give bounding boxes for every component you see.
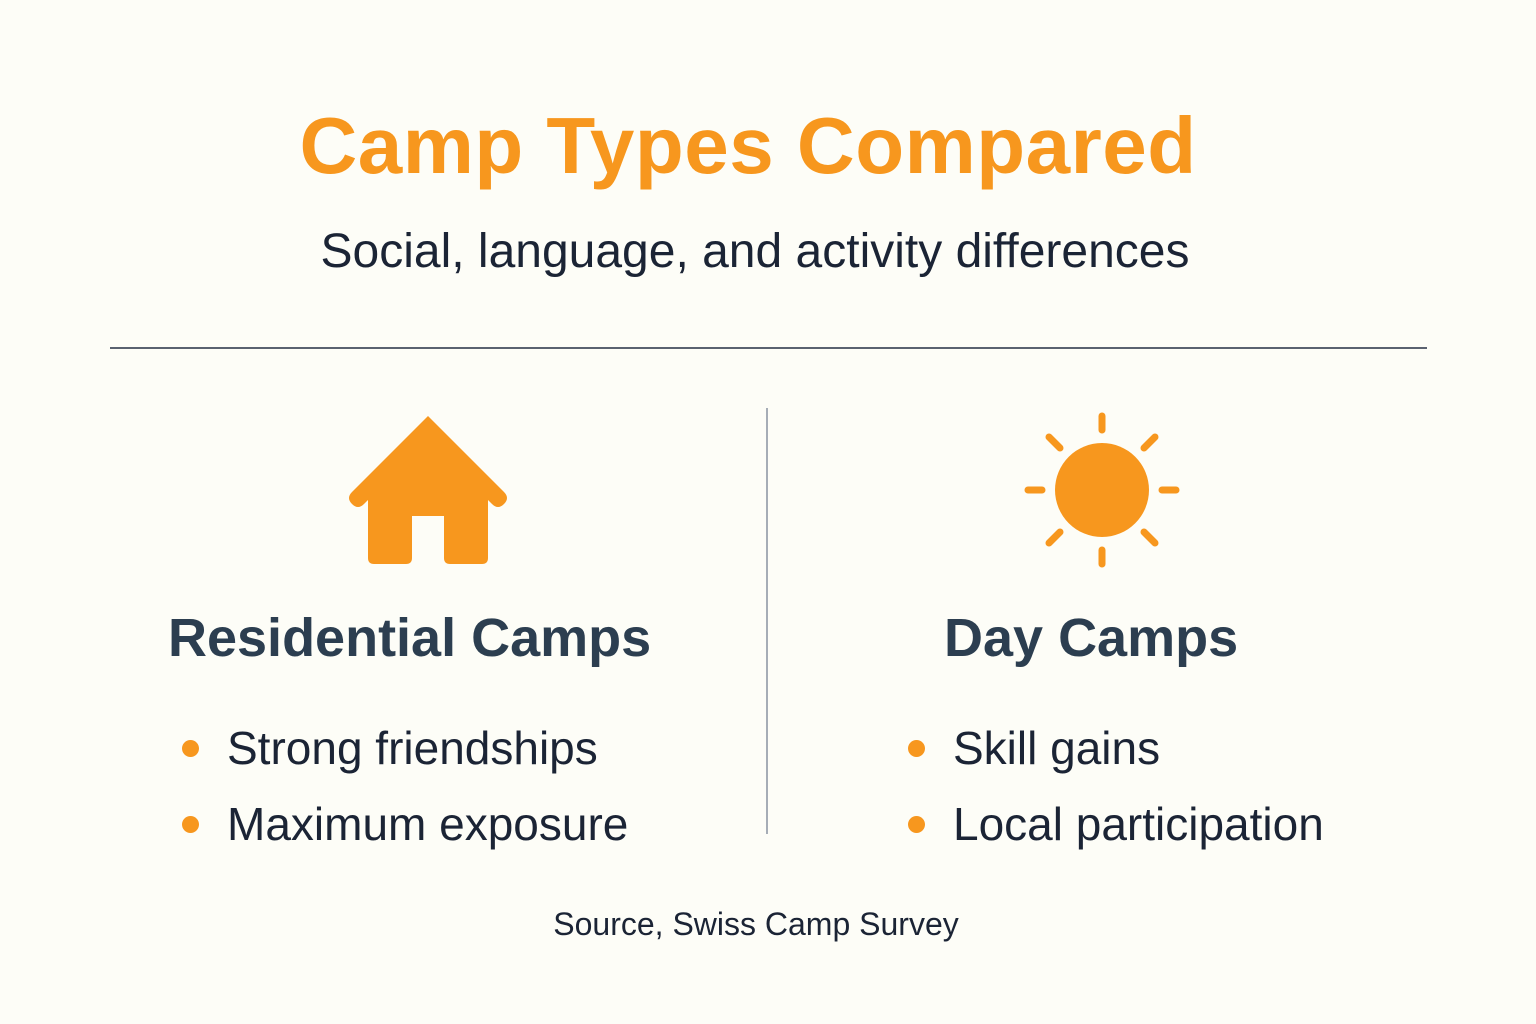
- bullet-dot-icon: [908, 739, 925, 757]
- bullet-dot-icon: [182, 815, 199, 833]
- list-item: Strong friendships: [182, 710, 628, 786]
- residential-camps-list: Strong friendships Maximum exposure: [182, 710, 628, 862]
- sun-icon: [1020, 408, 1184, 572]
- horizontal-divider: [110, 347, 1427, 349]
- list-item: Maximum exposure: [182, 786, 628, 862]
- house-icon: [340, 408, 516, 570]
- bullet-text: Strong friendships: [227, 722, 598, 774]
- list-item: Skill gains: [908, 710, 1324, 786]
- bullet-dot-icon: [182, 739, 199, 757]
- page-subtitle: Social, language, and activity differenc…: [320, 225, 1190, 278]
- page-title: Camp Types Compared: [299, 101, 1197, 190]
- list-item: Local participation: [908, 786, 1324, 862]
- bullet-text: Local participation: [953, 798, 1324, 850]
- bullet-dot-icon: [908, 815, 925, 833]
- bullet-text: Maximum exposure: [227, 798, 629, 850]
- day-camps-heading: Day Camps: [944, 608, 1239, 668]
- residential-camps-heading: Residential Camps: [168, 608, 652, 668]
- source-caption: Source, Swiss Camp Survey: [553, 906, 959, 942]
- vertical-divider: [766, 408, 768, 834]
- bullet-text: Skill gains: [953, 722, 1161, 774]
- day-camps-list: Skill gains Local participation: [908, 710, 1324, 862]
